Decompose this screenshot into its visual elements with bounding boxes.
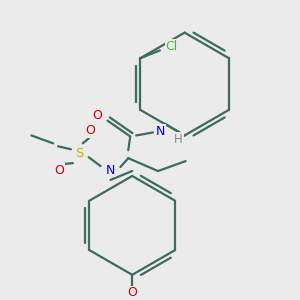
Text: N: N <box>156 125 166 138</box>
Text: Cl: Cl <box>166 40 178 53</box>
Text: O: O <box>86 124 96 137</box>
Text: S: S <box>75 147 83 160</box>
Text: O: O <box>93 109 103 122</box>
Text: O: O <box>54 164 64 176</box>
Text: N: N <box>106 164 115 176</box>
Text: O: O <box>86 124 96 137</box>
Text: O: O <box>54 164 64 176</box>
Text: H: H <box>174 133 183 146</box>
Text: S: S <box>75 147 83 160</box>
Text: N: N <box>156 125 166 138</box>
Text: O: O <box>127 286 137 299</box>
Text: N: N <box>106 164 115 176</box>
Text: O: O <box>93 109 103 122</box>
Text: O: O <box>127 286 137 299</box>
Text: Cl: Cl <box>166 40 178 53</box>
Text: H: H <box>174 133 183 146</box>
